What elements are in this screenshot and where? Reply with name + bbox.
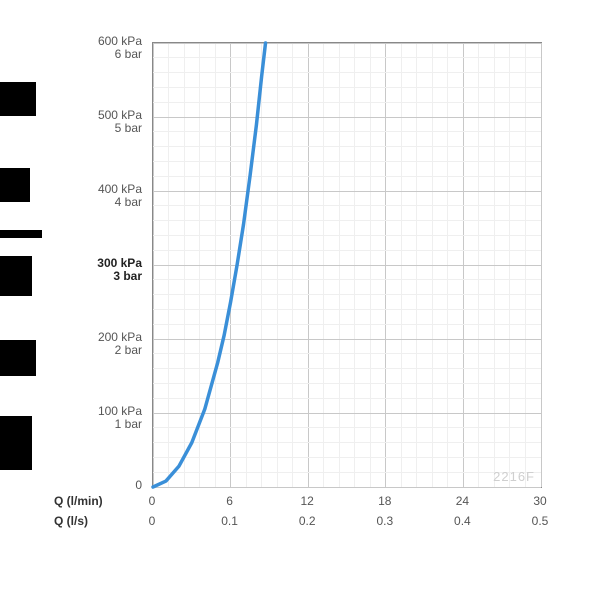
x-tick-lmin: 6 [226, 494, 233, 508]
figure-frame: 2216F 0 100 kPa1 bar 200 kPa2 bar 300 kPa3 … [0, 0, 600, 600]
x-tick-ls: 0.5 [532, 514, 549, 528]
chart-watermark: 2216F [493, 469, 535, 484]
watermark-text: 2216F [493, 469, 535, 484]
x-tick-lmin: 12 [301, 494, 314, 508]
y-tick-bar: 3 bar [0, 270, 142, 283]
y-tick-label: 0 [0, 479, 142, 492]
x-tick-ls: 0.3 [376, 514, 393, 528]
plot-area: 2216F [152, 42, 542, 488]
x-tick-ls: 0 [149, 514, 156, 528]
x-tick-ls: 0.2 [299, 514, 316, 528]
y-tick-bar: 1 bar [0, 418, 142, 431]
flow-curve [153, 43, 266, 487]
y-tick-bar: 5 bar [0, 122, 142, 135]
x-tick-lmin: 30 [533, 494, 546, 508]
x-tick-lmin: 18 [378, 494, 391, 508]
y-tick-label: 300 kPa3 bar [0, 257, 142, 283]
y-tick-label: 200 kPa2 bar [0, 331, 142, 357]
y-tick-label: 400 kPa4 bar [0, 183, 142, 209]
x-tick-ls: 0.1 [221, 514, 238, 528]
y-tick-label: 500 kPa5 bar [0, 109, 142, 135]
x-tick-ls: 0.4 [454, 514, 471, 528]
y-tick-bar: 4 bar [0, 196, 142, 209]
chart-curve [153, 43, 541, 487]
x-axis-title-ls: Q (l/s) [54, 514, 88, 528]
y-tick-label: 600 kPa6 bar [0, 35, 142, 61]
x-tick-lmin: 24 [456, 494, 469, 508]
y-tick-bar: 2 bar [0, 344, 142, 357]
x-tick-lmin: 0 [149, 494, 156, 508]
y-tick-kpa: 0 [0, 479, 142, 492]
x-axis-title-lmin: Q (l/min) [54, 494, 103, 508]
y-tick-label: 100 kPa1 bar [0, 405, 142, 431]
pressure-flow-chart: 2216F 0 100 kPa1 bar 200 kPa2 bar 300 kPa3 … [0, 0, 600, 600]
y-tick-bar: 6 bar [0, 48, 142, 61]
